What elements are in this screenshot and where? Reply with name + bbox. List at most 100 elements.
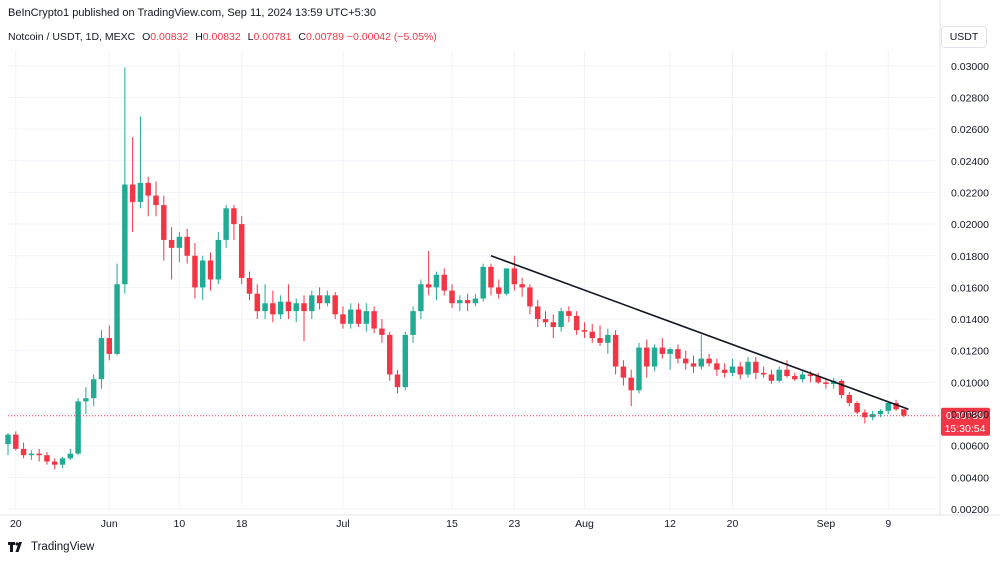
candle-body	[729, 366, 736, 373]
candle-body	[200, 260, 206, 288]
price-tick-label: 0.02200	[951, 187, 989, 199]
candle-down	[44, 452, 50, 465]
candle-down	[20, 442, 27, 459]
candle-up	[59, 456, 66, 468]
candle-down	[542, 311, 549, 327]
candle-body	[457, 300, 463, 304]
currency-button[interactable]: USDT	[941, 26, 987, 48]
candle-down	[379, 319, 385, 343]
candle-down	[854, 401, 860, 415]
candle-body	[511, 268, 518, 285]
candle-down	[573, 311, 580, 335]
candle-body	[332, 295, 338, 315]
candle-up	[277, 295, 284, 320]
candle-body	[52, 461, 58, 465]
candle-body	[854, 402, 860, 413]
candle-body	[176, 236, 183, 248]
candle-body	[706, 358, 712, 364]
candle-down	[838, 379, 845, 399]
candle-body	[394, 374, 401, 388]
candle-body	[340, 314, 346, 324]
chart-grid	[8, 50, 935, 510]
candle-body	[425, 284, 432, 288]
price-tick-label: 0.01000	[951, 377, 989, 389]
candle-down	[254, 284, 261, 320]
close-value: 0.00789	[306, 31, 344, 43]
candle-body	[605, 334, 611, 343]
candle-down	[145, 176, 151, 217]
candle-down	[449, 284, 455, 308]
candle-down	[815, 372, 821, 384]
candle-body	[901, 409, 907, 416]
candle-body	[823, 382, 829, 384]
candle-body	[737, 366, 743, 375]
price-tick-label: 0.01600	[951, 282, 989, 294]
candle-down	[316, 287, 323, 310]
candle-body	[799, 374, 806, 380]
price-tick-label: 0.02800	[951, 92, 989, 104]
candle-down	[386, 331, 393, 381]
candle-up	[651, 344, 658, 372]
candle-body	[5, 434, 11, 445]
time-axis: 20 Jun 10 18 Jul 15 23 Aug 12 20 Sep 9	[0, 514, 1000, 530]
candles	[5, 67, 907, 470]
candle-down	[846, 391, 853, 407]
candle-body	[644, 347, 650, 367]
price-tick-label: 0.02000	[951, 219, 989, 231]
candle-body	[192, 255, 198, 288]
candle-body	[122, 184, 128, 285]
candle-up	[667, 347, 673, 370]
candle-up	[472, 293, 479, 307]
candle-body	[776, 369, 782, 381]
price-tick-label: 0.01200	[951, 346, 989, 358]
candle-down	[519, 277, 525, 297]
candle-body	[784, 369, 790, 377]
candle-down	[527, 284, 533, 315]
candle-body	[262, 303, 268, 312]
candle-body	[792, 376, 798, 380]
candle-body	[612, 334, 619, 367]
candle-down	[192, 243, 198, 299]
candle-body	[534, 306, 541, 320]
price-tick-label: 0.02400	[951, 156, 989, 168]
candle-up	[745, 357, 751, 378]
candle-body	[675, 349, 681, 359]
candle-body	[36, 453, 42, 456]
candle-body	[114, 284, 120, 354]
candle-body	[846, 395, 853, 403]
candle-body	[636, 347, 642, 391]
candle-down	[682, 350, 689, 370]
candle-down	[36, 448, 42, 462]
candle-up	[309, 290, 315, 320]
candle-down	[231, 205, 237, 240]
candle-body	[355, 309, 362, 324]
price-tick-label: 0.01400	[951, 314, 989, 326]
candle-down	[52, 458, 58, 470]
candle-body	[386, 334, 393, 375]
candle-up	[698, 334, 705, 370]
candle-down	[862, 409, 868, 424]
candle-down	[901, 409, 907, 418]
candle-body	[745, 361, 751, 375]
candle-up	[137, 116, 144, 209]
symbol-title[interactable]: Notcoin / USDT, 1D, MEXC	[8, 31, 136, 43]
candle-body	[815, 376, 821, 383]
date-tick-label: 18	[236, 518, 248, 530]
candle-body	[410, 311, 416, 335]
candle-body	[270, 303, 276, 315]
tradingview-logo-icon	[8, 542, 26, 552]
candle-up	[215, 232, 222, 285]
candle-body	[20, 448, 27, 456]
date-tick-label: Jul	[336, 518, 349, 530]
candle-up	[348, 303, 354, 329]
candle-down	[753, 357, 759, 380]
candle-down	[488, 263, 494, 296]
footer-brand[interactable]: TradingView	[8, 541, 94, 553]
price-tick-label: 0.00600	[951, 441, 989, 453]
candle-body	[620, 366, 627, 378]
candle-body	[418, 284, 424, 312]
candle-down	[721, 363, 728, 378]
